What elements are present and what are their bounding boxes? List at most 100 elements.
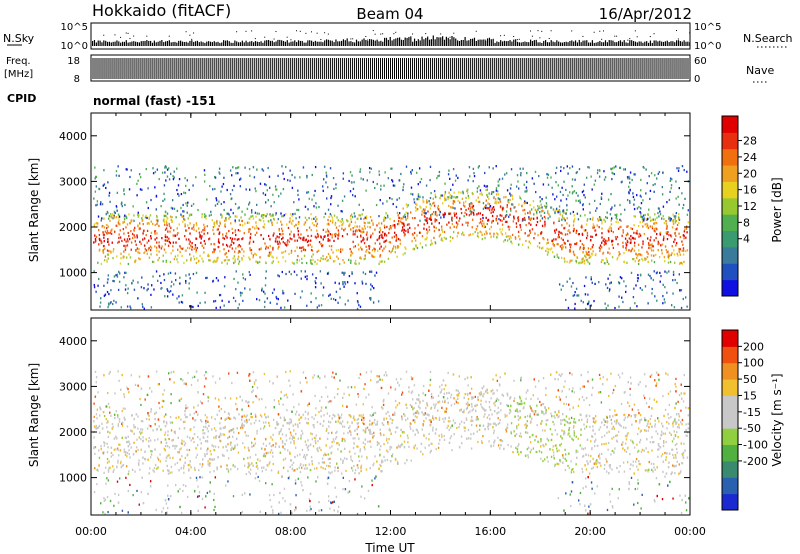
power-cell [93,241,95,244]
nsky-mark [651,42,653,46]
nsky-mark [674,42,676,46]
power-cell [249,217,251,221]
nsky-mark [251,41,253,46]
nsky-mark [114,41,116,46]
power-cell [491,207,494,210]
power-cell [223,248,225,251]
power-cell [112,248,115,251]
power-cell [403,234,406,237]
power-cell [686,213,689,216]
power-cell [524,190,526,193]
power-cell [234,258,236,261]
power-cell [586,219,588,222]
velocity-cell [615,419,618,422]
power-cell [234,219,236,222]
power-cell [138,252,141,255]
power-cell [122,227,125,231]
power-cell [178,178,181,181]
power-cell [398,216,400,220]
power-cell [534,190,537,194]
power-cell [339,248,342,251]
power-cell [470,210,472,213]
power-cell [433,236,435,239]
power-cell [307,239,310,242]
power-cell [207,254,209,258]
power-cell [172,178,175,181]
power-cell [631,247,634,250]
power-cell [136,194,138,197]
power-cell [604,215,607,219]
nsky-mark [642,42,644,46]
power-cell [607,262,610,266]
power-cell [521,204,523,207]
power-cell [310,259,312,262]
power-cell [485,193,488,197]
power-cell [263,305,266,309]
nsearch-mark [286,36,288,38]
power-cell [579,239,582,243]
nsky-tick-top: 10^5 [61,22,88,33]
power-cell [433,190,436,193]
nsky-mark [687,41,689,46]
power-cell [634,260,636,263]
velocity-cell [441,406,443,409]
power-cell [610,217,613,220]
power-cell [522,209,524,212]
velocity-cell [488,414,490,417]
power-cell [404,215,407,219]
power-cell [462,190,464,193]
power-cell [262,192,265,195]
power-cell [673,215,676,218]
power-cell [479,189,482,192]
power-cell [649,239,651,242]
power-cell [239,178,241,181]
power-cell [180,213,182,216]
power-cell [574,291,576,294]
power-cell [318,241,321,244]
power-cell [226,245,229,248]
power-cell [678,232,680,235]
power-cell [156,249,158,252]
power-cell [587,247,590,250]
power-cell [380,188,382,191]
power-cell [173,170,175,173]
power-cell [652,249,655,252]
power-cell [222,233,224,236]
power-cell [428,228,431,232]
power-cell [191,248,193,251]
power-cell [322,189,324,192]
power-cell [600,196,603,199]
power-cell [316,262,318,265]
power-cell [429,203,431,206]
power-cell [297,233,300,236]
power-cell [215,197,217,200]
power-cell [462,192,464,195]
power-cell [379,260,381,263]
power-cell [678,167,680,170]
power-cell [670,253,672,257]
power-cell [525,239,527,243]
power-cell [374,228,376,231]
power-cell [98,187,101,191]
power-cell [363,217,365,221]
power-cell [198,231,201,234]
power-cell [314,286,317,289]
power-cell [478,200,481,203]
power-cell [276,188,278,191]
power-cell [272,234,274,237]
power-cell [675,180,677,183]
power-cell [143,229,145,232]
power-cell [404,252,406,255]
nsky-mark [138,42,140,46]
power-cell [334,298,337,302]
power-cell [687,221,689,224]
nsky-mark [361,39,363,46]
power-cell [455,226,458,229]
power-cell [480,191,483,195]
power-cell [139,258,141,261]
power-cell [262,169,265,172]
power-cell [334,223,336,226]
power-cell [469,207,472,210]
power-cell [358,228,360,231]
power-cell [397,219,400,223]
